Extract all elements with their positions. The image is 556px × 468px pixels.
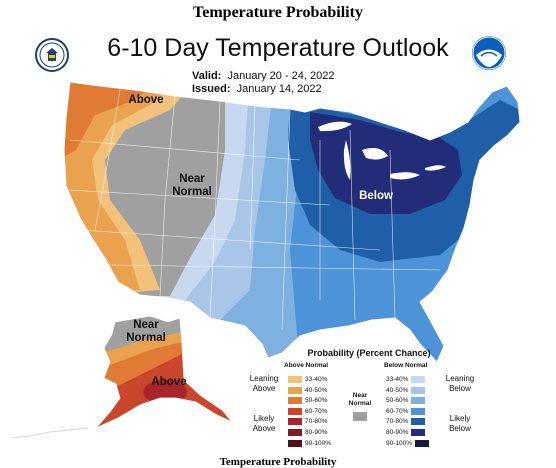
valid-value: January 20 - 24, 2022	[227, 70, 335, 82]
legend-above-header: Above Normal	[284, 362, 329, 369]
legend-above-swatch	[288, 418, 302, 426]
legend-below-swatch	[411, 429, 426, 436]
legend-near-normal: Near Normal	[348, 392, 372, 407]
legend-below-swatch	[411, 376, 426, 383]
legend-below-range-label: 33-40%	[386, 376, 409, 383]
legend-above-swatch	[288, 439, 302, 447]
legend-below-range-label: 90-100%	[386, 439, 413, 447]
legend-below-row: 90-100%	[386, 439, 432, 448]
great-lakes	[318, 121, 446, 180]
legend-below-swatch	[415, 439, 430, 447]
legend-below-swatch	[411, 397, 426, 405]
footer-text: Temperature Probability	[219, 456, 337, 468]
legend-above-swatch	[288, 407, 302, 415]
legend-above-range-label: 90-100%	[305, 439, 332, 447]
page-heading: Temperature Probability	[193, 4, 363, 21]
legend-below-range-label: 60-70%	[386, 407, 409, 415]
legend-below-row: 60-70%	[386, 407, 428, 416]
legend-above-range-label: 50-60%	[305, 397, 328, 405]
label-near-normal-alaska: Near Normal	[126, 319, 166, 344]
valid-label: Valid:	[192, 70, 222, 82]
legend-leaning-below: Leaning Below	[445, 374, 475, 393]
alaska-outline	[95, 315, 233, 429]
legend-likely-above: Likely Above	[252, 414, 276, 433]
legend-above-swatch	[288, 429, 302, 436]
legend-below-swatch	[411, 407, 426, 415]
legend-below-range-label: 40-50%	[386, 386, 409, 394]
legend-near-normal-swatch	[353, 412, 367, 421]
valid-line: Valid: January 20 - 24, 2022	[192, 70, 335, 82]
legend-above-row: 80-90%	[288, 428, 327, 437]
legend-below-range-label: 50-60%	[386, 397, 409, 405]
legend-above-row: 90-100%	[288, 439, 331, 448]
issued-value: January 14, 2022	[236, 83, 322, 95]
map-title: 6-10 Day Temperature Outlook	[107, 34, 449, 62]
legend-below-header: Below Normal	[384, 362, 428, 369]
legend-below-row: 70-80%	[386, 417, 428, 426]
legend-above-row: 70-80%	[288, 417, 327, 426]
legend-below-swatch	[411, 418, 426, 426]
legend-above-range-label: 40-50%	[305, 386, 328, 394]
legend-below-range-label: 70-80%	[386, 418, 409, 426]
legend-below-row: 50-60%	[386, 396, 428, 405]
legend-above-row: 40-50%	[288, 386, 327, 395]
above-50-60-zone	[64, 82, 170, 170]
probability-legend: Probability (Percent Chance) Above Norma…	[246, 348, 492, 464]
label-above-northwest: Above	[128, 94, 164, 106]
legend-below-swatch	[411, 386, 426, 394]
issued-label: Issued:	[192, 83, 231, 95]
legend-below-row: 33-40%	[386, 375, 428, 384]
legend-above-swatch	[288, 376, 302, 383]
legend-above-swatch	[288, 397, 302, 405]
legend-leaning-above: Leaning Above	[249, 374, 279, 393]
noaa-logo	[472, 36, 506, 70]
legend-above-row: 60-70%	[288, 407, 327, 416]
aleutian-islands	[11, 427, 89, 439]
label-near-normal-west: Near Normal	[172, 173, 212, 198]
legend-above-swatch	[288, 386, 302, 394]
legend-likely-below: Likely Below	[449, 414, 471, 433]
legend-above-row: 50-60%	[288, 396, 327, 405]
legend-title: Probability (Percent Chance)	[307, 348, 431, 358]
legend-above-range-label: 70-80%	[305, 418, 328, 426]
conus-outline	[63, 81, 521, 363]
legend-above-range-label: 33-40%	[305, 376, 328, 383]
label-below-east: Below	[359, 190, 393, 202]
legend-above-range-label: 60-70%	[305, 407, 328, 415]
commerce-department-logo	[35, 38, 69, 72]
issued-line: Issued: January 14, 2022	[192, 83, 322, 95]
label-above-alaska: Above	[151, 376, 187, 388]
legend-below-row: 40-50%	[386, 386, 428, 395]
legend-above-row: 33-40%	[288, 375, 327, 384]
legend-below-row: 80-90%	[386, 428, 428, 437]
state-borders	[67, 89, 441, 331]
legend-above-range-label: 80-90%	[305, 429, 328, 436]
legend-below-range-label: 80-90%	[386, 429, 409, 436]
